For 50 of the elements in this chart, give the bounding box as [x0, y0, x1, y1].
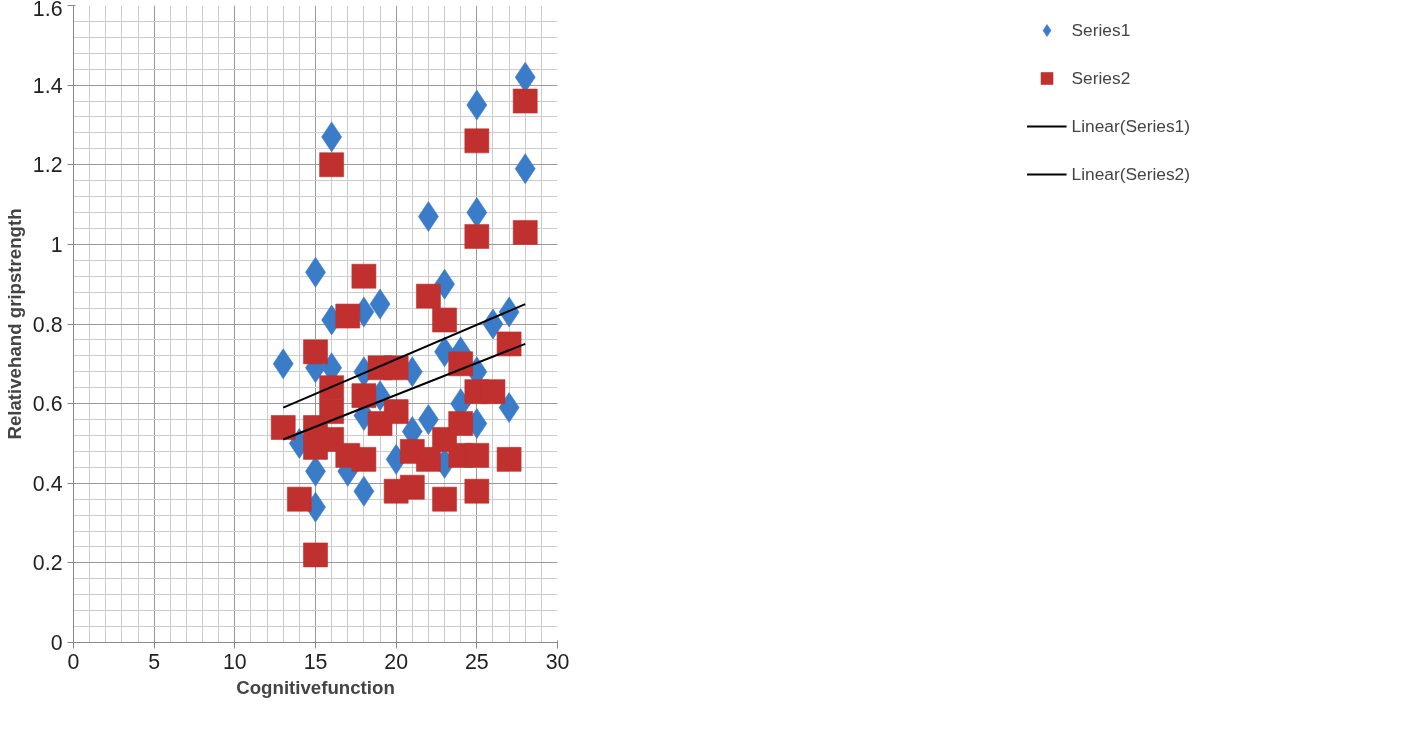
point [464, 478, 490, 504]
point [270, 415, 296, 441]
point [415, 446, 441, 472]
y-axis-title: Relativehand gripstrength [3, 208, 25, 440]
x-tick-label: 20 [384, 649, 409, 674]
y-tick-label: 0.4 [32, 471, 63, 496]
point [303, 542, 328, 568]
point [286, 486, 312, 512]
y-tick-label: 0 [50, 631, 63, 655]
point [512, 219, 538, 245]
point [432, 486, 458, 512]
y-tick-label: 1.2 [32, 153, 63, 178]
legend-label: Series2 [1071, 67, 1131, 89]
point [448, 411, 474, 437]
legend-label: Series1 [1071, 19, 1131, 41]
point [496, 331, 522, 357]
point [303, 339, 328, 365]
y-tick-label: 0.6 [32, 392, 63, 417]
x-axis-title: Cognitivefunction [236, 676, 395, 698]
point [351, 446, 377, 472]
x-tick-label: 10 [222, 649, 247, 674]
point [512, 88, 538, 114]
point [464, 223, 490, 249]
point [464, 442, 490, 468]
legend-label: Linear(Series2) [1071, 163, 1190, 185]
point [351, 383, 377, 409]
legend-label: Linear(Series1) [1071, 115, 1190, 137]
y-tick-label: 1.4 [32, 73, 63, 98]
y-tick-label: 0.2 [32, 551, 63, 576]
point [464, 128, 490, 154]
x-tick-label: 30 [545, 649, 570, 674]
point [480, 379, 506, 405]
y-tick-label: 0.8 [32, 312, 63, 337]
x-tick-label: 0 [67, 649, 80, 674]
x-tick-label: 15 [303, 649, 328, 674]
y-tick-label: 1 [50, 232, 63, 257]
point [496, 446, 522, 472]
point [415, 283, 441, 309]
point [383, 355, 409, 381]
point [335, 303, 361, 329]
x-tick-label: 25 [464, 649, 489, 674]
x-tick-label: 5 [148, 649, 161, 674]
point [432, 307, 458, 333]
point [319, 152, 345, 178]
point [319, 399, 345, 425]
point [351, 263, 377, 289]
point [399, 474, 425, 500]
point [448, 351, 474, 377]
point [383, 399, 409, 425]
y-tick-label: 1.6 [32, 0, 63, 21]
